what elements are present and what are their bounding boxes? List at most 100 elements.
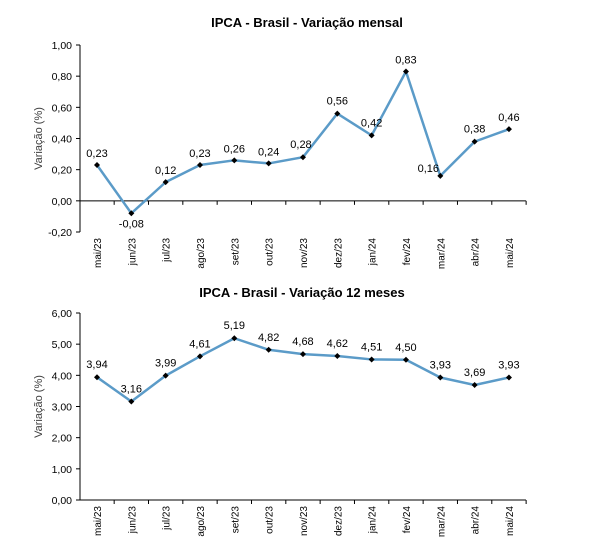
data-label: 4,61 — [189, 338, 210, 350]
data-point — [265, 346, 272, 353]
x-tick-label: jul/23 — [162, 506, 173, 531]
data-point — [231, 157, 238, 164]
data-label: 0,23 — [86, 148, 107, 160]
data-point — [402, 68, 409, 75]
x-tick-label: mai/24 — [505, 238, 516, 268]
data-label: 0,28 — [290, 139, 311, 151]
y-tick-label: 1,00 — [52, 464, 73, 476]
y-axis-title: Variação (%) — [33, 107, 45, 170]
data-point — [196, 353, 203, 360]
y-tick-label: 1,00 — [52, 40, 73, 52]
data-point — [505, 374, 512, 381]
x-tick-label: ago/23 — [196, 238, 207, 269]
y-tick-label: 5,00 — [52, 339, 73, 351]
data-label: 0,42 — [361, 117, 382, 129]
y-tick-label: 2,00 — [52, 433, 73, 445]
data-point — [231, 335, 238, 342]
y-tick-label: 4,00 — [52, 370, 73, 382]
data-label: 3,69 — [464, 367, 485, 379]
data-point — [334, 110, 341, 117]
x-tick-label: jun/23 — [127, 506, 138, 535]
x-tick-label: nov/23 — [299, 238, 310, 268]
x-tick-label: mai/23 — [93, 238, 104, 268]
x-tick-label: mar/24 — [436, 506, 447, 538]
data-label: 0,16 — [418, 163, 439, 175]
x-tick-label: set/23 — [230, 238, 241, 266]
data-label: 4,82 — [258, 332, 279, 344]
data-point — [94, 161, 100, 168]
data-label: 3,99 — [155, 358, 176, 370]
y-tick-label: 0,40 — [52, 134, 73, 146]
chart-title: IPCA - Brasil - Variação 12 meses — [199, 285, 404, 300]
data-point — [128, 210, 135, 217]
data-label: 4,68 — [292, 336, 313, 348]
data-label: 0,83 — [395, 54, 416, 66]
data-label: 0,23 — [189, 148, 210, 160]
data-label: 0,26 — [224, 143, 245, 155]
x-tick-label: mar/24 — [436, 238, 447, 270]
data-label: 0,12 — [155, 165, 176, 177]
y-tick-label: 3,00 — [52, 402, 73, 414]
data-point — [437, 172, 444, 179]
x-tick-label: out/23 — [265, 506, 276, 534]
data-point — [265, 160, 272, 167]
data-point — [128, 398, 135, 405]
x-tick-label: set/23 — [230, 506, 241, 534]
y-tick-label: -0,20 — [48, 227, 72, 239]
data-point — [368, 132, 375, 139]
x-tick-label: jun/23 — [127, 238, 138, 267]
chart-title: IPCA - Brasil - Variação mensal — [211, 15, 403, 30]
x-tick-label: nov/23 — [299, 506, 310, 536]
x-tick-label: out/23 — [265, 238, 276, 266]
x-tick-label: fev/24 — [402, 506, 413, 534]
data-label: 3,93 — [430, 360, 451, 372]
data-point — [505, 126, 512, 133]
data-point — [162, 372, 169, 379]
y-tick-label: 0,00 — [52, 196, 73, 208]
data-label: 0,38 — [464, 124, 485, 136]
x-tick-label: jan/24 — [368, 238, 379, 267]
chart-monthly: IPCA - Brasil - Variação mensal -0,20 0,00… — [33, 15, 527, 270]
x-tick-label: ago/23 — [196, 506, 207, 537]
data-point — [402, 356, 409, 363]
x-tick-label: jul/23 — [162, 238, 173, 263]
y-tick-label: 6,00 — [52, 308, 73, 320]
data-label: 0,46 — [498, 112, 519, 124]
y-tick-label: 0,80 — [52, 71, 73, 83]
y-tick-label: 0,00 — [52, 495, 73, 507]
data-label: 3,94 — [86, 359, 107, 371]
data-point — [299, 351, 306, 358]
data-label: 4,51 — [361, 341, 382, 353]
y-tick-label: 0,20 — [52, 165, 73, 177]
x-tick-label: dez/23 — [333, 238, 344, 268]
data-label: 0,24 — [258, 146, 279, 158]
data-point — [471, 138, 478, 145]
data-point — [196, 161, 203, 168]
data-point — [162, 179, 169, 186]
data-label: 0,56 — [327, 96, 348, 108]
data-point — [334, 353, 341, 360]
data-label: 4,50 — [395, 342, 416, 354]
data-label: 3,93 — [498, 360, 519, 372]
x-tick-label: abr/24 — [471, 506, 482, 535]
y-tick-label: 0,60 — [52, 102, 73, 114]
data-point — [94, 374, 100, 381]
data-label: -0,08 — [119, 218, 144, 230]
y-axis-title: Variação (%) — [33, 375, 45, 438]
data-label: 3,16 — [121, 384, 142, 396]
x-tick-label: dez/23 — [333, 506, 344, 536]
data-label: 5,19 — [224, 320, 245, 332]
x-tick-label: fev/24 — [402, 238, 413, 266]
data-point — [471, 381, 478, 388]
data-point — [437, 374, 444, 381]
x-tick-label: jan/24 — [368, 506, 379, 535]
x-tick-label: mai/24 — [505, 506, 516, 536]
data-point — [368, 356, 375, 363]
chart-annual: IPCA - Brasil - Variação 12 meses 0,00 1,0… — [33, 285, 527, 538]
x-tick-label: mai/23 — [93, 506, 104, 536]
data-point — [299, 154, 306, 161]
data-label: 4,62 — [327, 338, 348, 350]
x-tick-label: abr/24 — [471, 238, 482, 267]
